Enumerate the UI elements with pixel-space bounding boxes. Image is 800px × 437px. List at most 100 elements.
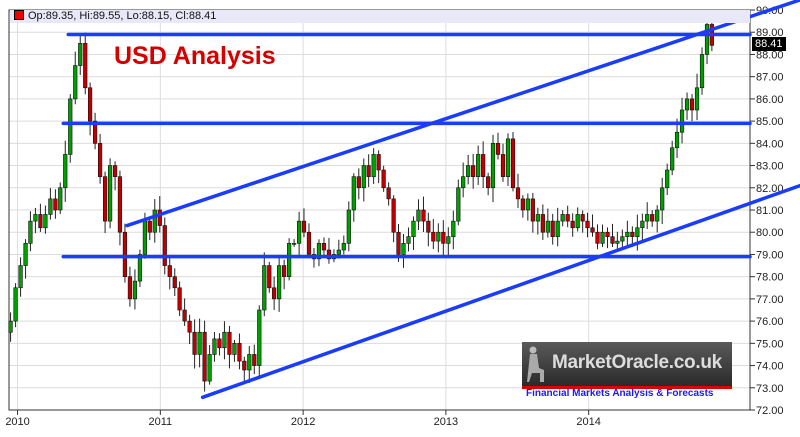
candle-down [162, 225, 167, 266]
candle-up [575, 214, 580, 229]
candle-down [83, 43, 88, 89]
candle-down [486, 176, 491, 189]
candle-up [635, 227, 640, 237]
y-tick-label: 80.00 [756, 227, 784, 239]
candle-up [679, 109, 685, 133]
candle-up [207, 354, 212, 382]
candle-down [421, 209, 426, 222]
candle-down [102, 176, 108, 222]
candle-up [33, 214, 38, 222]
candle-down [267, 265, 272, 289]
y-tick-label: 75.00 [756, 338, 784, 350]
candle-up [132, 280, 138, 300]
candle-down [217, 338, 222, 349]
candle-up [655, 209, 660, 222]
candle-up [461, 176, 466, 189]
candle-up [436, 231, 441, 242]
candle-up [411, 220, 416, 237]
x-tick-label: 2014 [576, 416, 600, 428]
marketoracle-logo: MarketOracle.co.uk [522, 342, 732, 389]
candle-down [227, 331, 232, 355]
candle-up [346, 209, 351, 244]
candle-up [535, 214, 540, 222]
candle-up [107, 165, 113, 222]
candle-up [63, 154, 68, 189]
y-tick-label: 86.00 [756, 94, 784, 106]
candle-down [182, 309, 187, 322]
candle-up [262, 265, 267, 311]
candle-up [48, 198, 53, 215]
candle-down [391, 198, 396, 233]
candle-up [277, 265, 282, 300]
x-tick-label: 2011 [149, 416, 173, 428]
candle-down [242, 360, 247, 371]
candle-up [222, 331, 227, 349]
candle-up [625, 231, 630, 237]
candle-up [645, 214, 650, 222]
candle-down [590, 227, 595, 233]
candle-up [232, 343, 237, 355]
candle-down [112, 165, 118, 177]
candle-up [336, 249, 341, 255]
candle-down [396, 231, 401, 255]
candle-down [237, 343, 242, 362]
y-tick-label: 73.00 [756, 383, 784, 395]
candle-down [356, 176, 361, 189]
candle-up [13, 287, 18, 322]
candle-down [326, 249, 332, 260]
candle-up [401, 243, 406, 255]
candle-down [610, 236, 615, 244]
candle-up [694, 87, 700, 111]
candle-down [386, 187, 391, 200]
trendline-channel-upper [125, 0, 800, 228]
candle-up [23, 243, 28, 266]
y-tick-label: 84.00 [756, 138, 784, 150]
candle-up [451, 220, 456, 237]
logo-tagline: Financial Markets Analysis & Forecasts [526, 388, 714, 399]
candle-up [68, 98, 73, 155]
candle-up [704, 24, 710, 55]
y-tick-label: 76.00 [756, 316, 784, 328]
y-tick-label: 87.00 [756, 72, 784, 84]
last-price-tag: 88.41 [752, 37, 786, 51]
candle-down [282, 265, 287, 277]
candle-down [605, 231, 610, 237]
candle-up [660, 187, 665, 211]
candle-down [426, 220, 431, 233]
candle-down [187, 320, 192, 333]
series-color-swatch [14, 10, 24, 20]
candle-up [490, 143, 496, 189]
trendline-channel-lower [200, 183, 800, 400]
candle-up [476, 154, 481, 177]
candle-down [172, 276, 177, 289]
candle-down [580, 214, 585, 222]
candle-up [684, 98, 690, 111]
candle-up [212, 338, 217, 355]
candle-up [78, 43, 83, 66]
candle-down [540, 214, 545, 233]
y-tick-label: 77.00 [756, 294, 784, 306]
candle-down [366, 165, 371, 177]
candle-up [247, 354, 252, 371]
y-tick-label: 82.00 [756, 183, 784, 195]
candle-down [481, 154, 486, 177]
candle-up [665, 169, 670, 189]
candle-down [381, 169, 386, 189]
candle-up [361, 165, 366, 189]
candle-up [416, 209, 421, 222]
candle-up [699, 54, 705, 89]
statue-icon [527, 346, 544, 382]
candle-up [466, 165, 471, 177]
candle-down [272, 287, 277, 300]
candle-down [306, 231, 312, 255]
candle-up [73, 65, 78, 100]
candle-up [142, 220, 148, 255]
candle-up [620, 236, 625, 242]
y-tick-label: 89.00 [756, 27, 784, 39]
candle-down [321, 243, 327, 251]
x-tick-label: 2012 [291, 416, 315, 428]
candle-up [197, 331, 202, 355]
x-tick-label: 2010 [5, 416, 29, 428]
candle-down [570, 220, 575, 229]
